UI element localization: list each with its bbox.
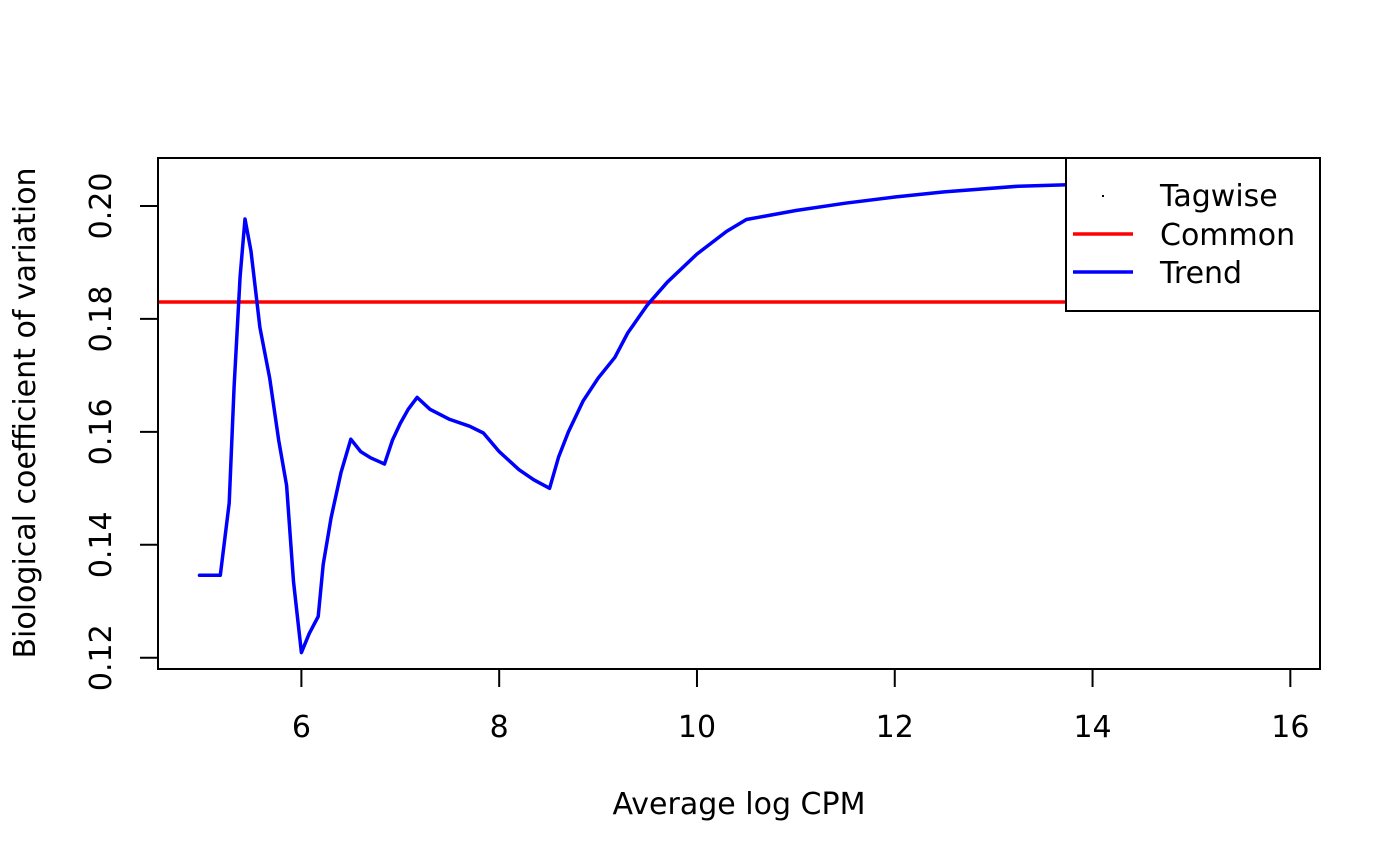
x-axis-label: Average log CPM <box>613 787 866 822</box>
legend-tagwise-symbol <box>1102 195 1104 197</box>
legend-trend-label: Trend <box>1159 256 1242 291</box>
legend: Tagwise Common Trend <box>1065 157 1321 312</box>
x-tick-label: 12 <box>876 710 914 745</box>
y-tick-label: 0.12 <box>84 624 119 691</box>
y-tick-label: 0.20 <box>84 173 119 240</box>
y-tick-label: 0.16 <box>84 398 119 465</box>
x-tick-label: 16 <box>1271 710 1309 745</box>
y-tick-label: 0.18 <box>84 286 119 353</box>
y-axis-label: Biological coefficient of variation <box>8 167 43 658</box>
x-axis: 6 8 10 12 14 16 <box>292 668 1309 745</box>
x-tick-label: 14 <box>1073 710 1111 745</box>
x-tick-label: 6 <box>292 710 311 745</box>
trend-line <box>197 177 1276 655</box>
y-tick-label: 0.14 <box>84 511 119 578</box>
legend-tagwise-label: Tagwise <box>1159 179 1278 214</box>
legend-common-label: Common <box>1160 218 1295 253</box>
x-tick-label: 10 <box>678 710 716 745</box>
y-axis: 0.12 0.14 0.16 0.18 0.20 <box>84 173 159 691</box>
x-tick-label: 8 <box>490 710 509 745</box>
